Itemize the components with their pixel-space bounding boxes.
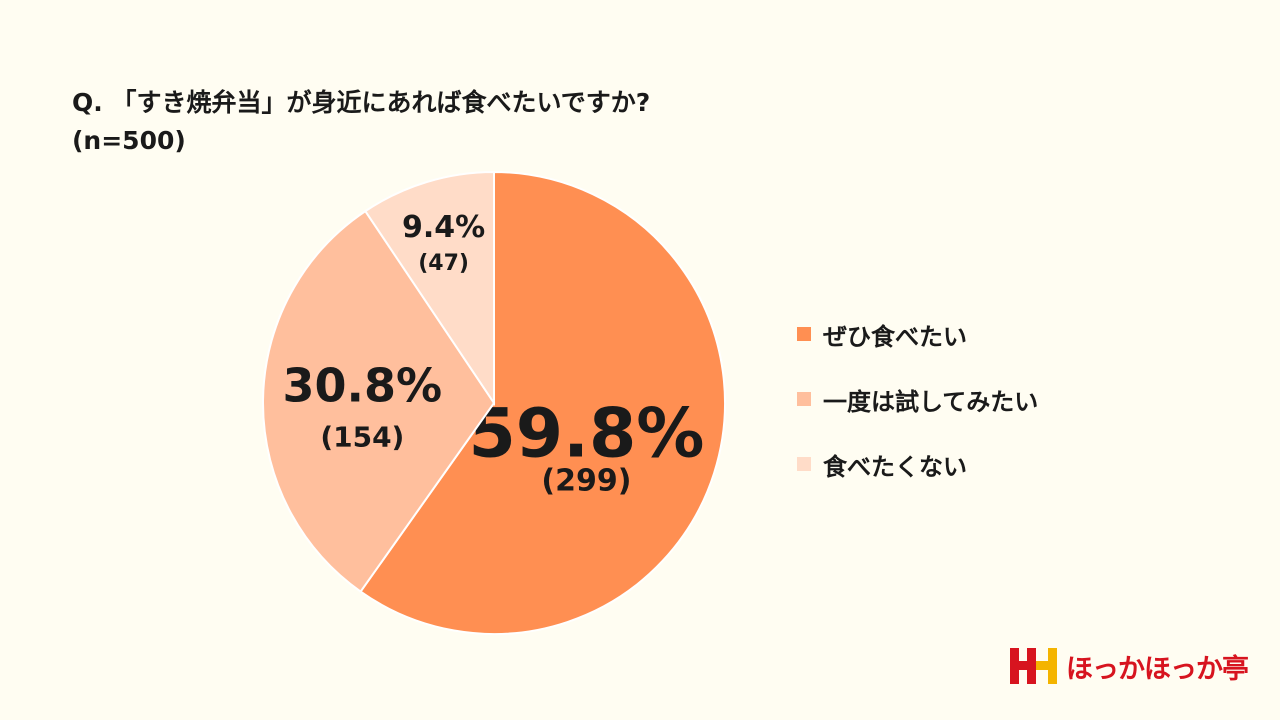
slice-want-to-try	[262, 209, 496, 593]
legend-item-want-to-try: 一度は試してみたい	[797, 379, 1038, 419]
legend: ぜひ食べたい 一度は試してみたい 食べたくない	[797, 314, 1038, 509]
logo-text: ほっかほっか亭	[1066, 653, 1249, 685]
legend-item-not-want: 食べたくない	[797, 444, 1038, 484]
legend-swatch	[797, 457, 811, 471]
legend-item-want-definitely: ぜひ食べたい	[797, 314, 1038, 354]
slice-percent-label: 9.4%	[402, 210, 485, 245]
legend-label: 食べたくない	[823, 452, 967, 481]
legend-label: ぜひ食べたい	[823, 322, 967, 351]
slice-want-definitely	[359, 170, 726, 635]
slice-count-label: (154)	[320, 420, 404, 453]
legend-swatch	[797, 392, 811, 406]
slice-percent-label: 59.8%	[468, 394, 704, 473]
question-text: Q. 「すき焼弁当」が身近にあれば食べたいですか?	[72, 88, 651, 117]
slice-not-want	[363, 170, 495, 407]
chart-title: Q. 「すき焼弁当」が身近にあれば食べたいですか? (n=500)	[72, 84, 650, 160]
slice-percent-label: 30.8%	[283, 358, 443, 412]
legend-swatch	[797, 327, 811, 341]
hokkahokkatei-mark-icon	[1010, 648, 1057, 684]
slice-count-label: (47)	[418, 251, 469, 276]
sample-size: (n=500)	[72, 126, 186, 155]
slice-count-label: (299)	[541, 463, 631, 498]
legend-label: 一度は試してみたい	[823, 387, 1039, 416]
brand-logo: ほっかほっか亭	[1008, 646, 1249, 686]
